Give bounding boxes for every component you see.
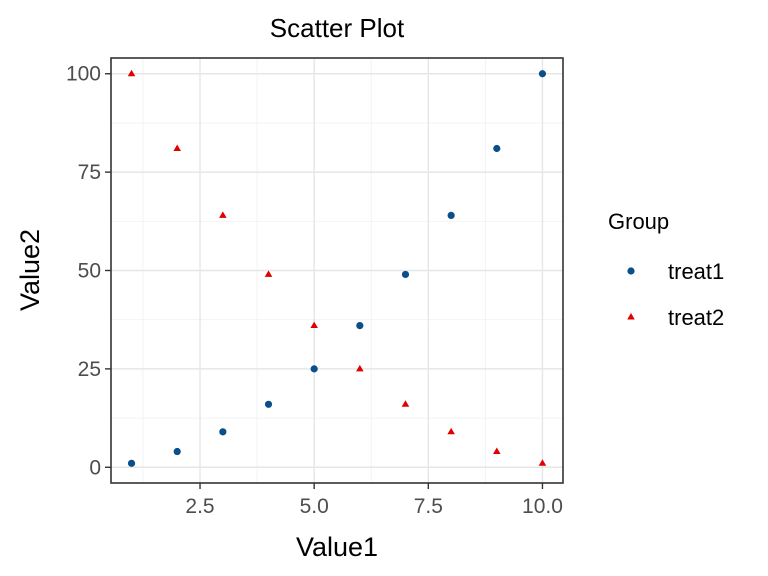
point-treat1 xyxy=(493,144,501,153)
point-treat2 xyxy=(173,144,181,151)
legend: Group treat1 treat2 xyxy=(608,209,724,330)
x-axis-title: Value1 xyxy=(296,532,378,562)
point-treat2 xyxy=(264,270,273,277)
x-tick-label: 10.0 xyxy=(522,495,563,518)
y-axis: 0 25 50 75 100 xyxy=(66,63,111,479)
legend-label-treat2: treat2 xyxy=(668,305,724,330)
point-treat2 xyxy=(447,427,455,435)
y-tick-label: 50 xyxy=(78,260,101,283)
point-treat2 xyxy=(356,364,364,372)
point-treat1 xyxy=(356,321,364,330)
point-treat1 xyxy=(173,447,181,456)
legend-label-treat1: treat1 xyxy=(668,259,724,284)
x-tick-label: 7.5 xyxy=(414,495,443,518)
point-treat2 xyxy=(538,459,547,466)
point-treat2 xyxy=(401,400,410,407)
y-tick-label: 25 xyxy=(78,358,101,381)
y-tick-label: 0 xyxy=(89,456,101,479)
point-treat1 xyxy=(264,400,273,408)
point-treat2 xyxy=(310,321,318,329)
point-treat2 xyxy=(127,69,136,77)
point-treat1 xyxy=(219,428,227,436)
y-tick-label: 75 xyxy=(78,161,101,184)
chart-title: Scatter Plot xyxy=(270,13,405,43)
point-treat1 xyxy=(310,365,318,373)
legend-key-treat1 xyxy=(627,267,635,275)
y-axis-title: Value2 xyxy=(15,229,45,311)
point-treat2 xyxy=(219,211,227,218)
legend-key-treat2 xyxy=(627,312,635,320)
x-tick-label: 2.5 xyxy=(185,495,214,518)
grid-lines xyxy=(111,58,563,483)
x-tick-label: 5.0 xyxy=(300,495,329,518)
y-tick-label: 100 xyxy=(66,63,101,86)
point-treat1 xyxy=(538,70,547,78)
point-treat1 xyxy=(447,211,455,220)
legend-title: Group xyxy=(608,209,669,234)
point-treat1 xyxy=(127,459,136,467)
point-treat1 xyxy=(401,270,410,279)
point-treat2 xyxy=(493,447,501,454)
data-points xyxy=(127,69,547,467)
x-axis: 2.5 5.0 7.5 10.0 xyxy=(185,483,563,518)
